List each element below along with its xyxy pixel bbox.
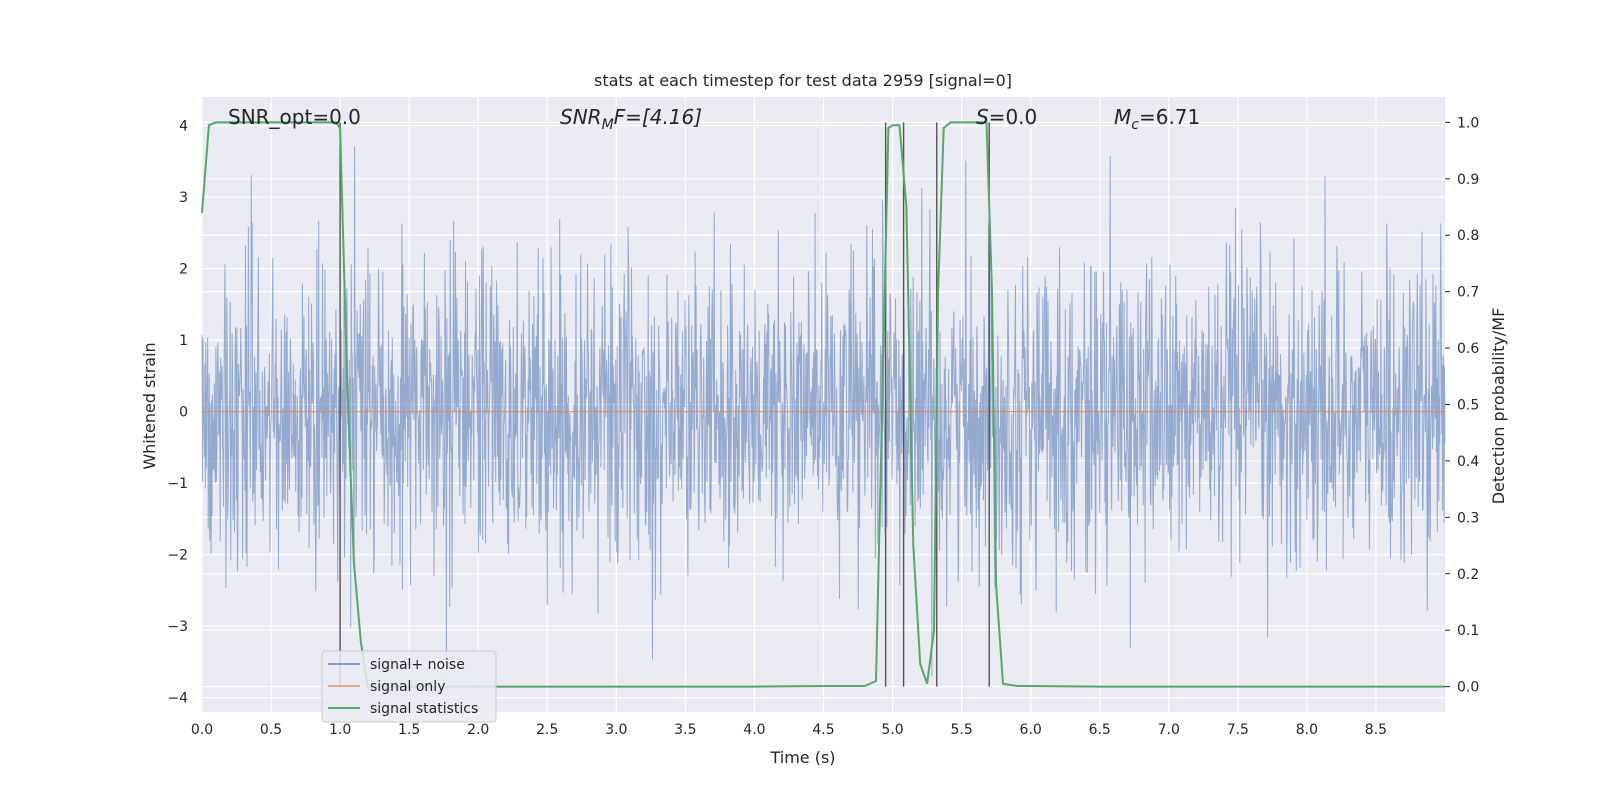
y-tick-label-right: 1.0 xyxy=(1457,115,1479,131)
annotation-snr-mf: SNRMF=[4.16] xyxy=(560,105,702,133)
annotation-snr-opt: SNR_opt=0.0 xyxy=(228,105,361,129)
y-tick-label: 3 xyxy=(179,190,188,206)
y-tick-label-right: 0.2 xyxy=(1457,567,1479,583)
y-tick-label: −4 xyxy=(167,691,188,707)
y-tick-label: 1 xyxy=(179,333,188,349)
y-tick-label-right: 0.1 xyxy=(1457,623,1479,639)
x-tick-label: 7.0 xyxy=(1158,722,1180,738)
x-tick-label: 3.5 xyxy=(674,722,696,738)
y-tick-label-right: 0.0 xyxy=(1457,680,1479,696)
x-axis-label: Time (s) xyxy=(769,748,835,767)
legend: signal+ noise signal only signal statist… xyxy=(321,650,497,723)
tick-labels: 0.0 0.5 1.0 1.5 2.0 2.5 3.0 3.5 4.0 4.5 5.0 5.5 6.0 6… xyxy=(167,115,1479,738)
y-tick-label-right: 0.5 xyxy=(1457,398,1479,414)
legend-label-signal-plus-noise: signal+ noise xyxy=(370,657,465,673)
y-axis-label-right: Detection probability/MF xyxy=(1489,308,1508,505)
legend-box xyxy=(321,650,497,723)
x-tick-label: 5.5 xyxy=(950,722,972,738)
y-tick-label-right: 0.7 xyxy=(1457,285,1479,301)
series-signal-plus-noise xyxy=(201,146,1446,677)
annotation-s: S=0.0 xyxy=(976,105,1037,129)
x-tick-label: 1.5 xyxy=(398,722,420,738)
y-tick-label-right: 0.4 xyxy=(1457,454,1479,470)
x-tick-label: 8.5 xyxy=(1365,722,1387,738)
legend-label-signal-only: signal only xyxy=(370,679,445,695)
x-tick-label: 6.0 xyxy=(1020,722,1042,738)
x-tick-label: 4.5 xyxy=(812,722,834,738)
legend-label-signal-statistics: signal statistics xyxy=(370,701,478,717)
series-signal-statistics xyxy=(201,121,1445,688)
noise-line xyxy=(201,146,1446,677)
x-tick-label: 1.0 xyxy=(329,722,351,738)
x-tick-label: 7.5 xyxy=(1227,722,1249,738)
statistics-line xyxy=(201,121,1445,688)
y-tick-label-right: 0.8 xyxy=(1457,228,1479,244)
x-tick-label: 2.5 xyxy=(536,722,558,738)
y-tick-label-right: 0.6 xyxy=(1457,341,1479,357)
y-tick-label-right: 0.3 xyxy=(1457,510,1479,526)
y-tick-label: 2 xyxy=(179,262,188,278)
y-axis-label: Whitened strain xyxy=(140,342,159,469)
x-tick-label: 4.0 xyxy=(743,722,765,738)
annotation-mc: Mc=6.71 xyxy=(1114,105,1200,133)
y-tick-label: −3 xyxy=(167,619,188,635)
x-tick-label: 8.0 xyxy=(1296,722,1318,738)
x-tick-label: 0.5 xyxy=(260,722,282,738)
x-tick-label: 6.5 xyxy=(1089,722,1111,738)
x-tick-label: 5.0 xyxy=(881,722,903,738)
chart-title: stats at each timestep for test data 295… xyxy=(594,71,1012,90)
x-tick-label: 3.0 xyxy=(605,722,627,738)
y-tick-label: 4 xyxy=(179,119,188,135)
y-tick-label: −1 xyxy=(167,476,188,492)
y-tick-label-right: 0.9 xyxy=(1457,172,1479,188)
y-tick-label: −2 xyxy=(167,548,188,564)
y-tick-label: 0 xyxy=(179,405,188,421)
x-tick-label: 2.0 xyxy=(467,722,489,738)
x-tick-label: 0.0 xyxy=(191,722,213,738)
